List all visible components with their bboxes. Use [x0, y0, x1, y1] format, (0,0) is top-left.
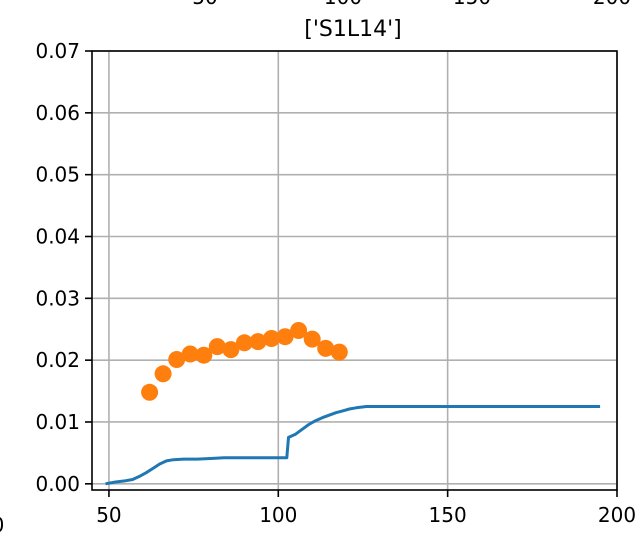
scatter-point-6: [222, 341, 240, 359]
y-tick-label-1: 0.01: [35, 410, 80, 434]
x-tick-label-3: 200: [598, 503, 636, 527]
x-axis-ticks: 50 100 150 200: [96, 490, 636, 527]
scatter-point-3: [181, 345, 199, 363]
scatter-point-5: [208, 338, 226, 356]
y-tick-label-3: 0.03: [35, 286, 80, 310]
scatter-point-7: [235, 334, 253, 352]
scatter-point-12: [303, 330, 321, 348]
x-tick-label-2: 150: [429, 503, 467, 527]
y-tick-label-6: 0.06: [35, 101, 80, 125]
y-tick-label-2: 0.02: [35, 348, 80, 372]
scatter-point-4: [195, 346, 213, 364]
scatter-point-1: [154, 365, 172, 383]
top-fragment-label-1: 50: [192, 0, 217, 9]
scatter-point-13: [317, 339, 335, 357]
top-fragment-label-2: 100: [324, 0, 362, 9]
series-line-0: [105, 405, 601, 486]
y-tick-label-4: 0.04: [35, 224, 80, 248]
chart-title: ['S1L14']: [304, 17, 401, 42]
axes-frame: [91, 50, 618, 491]
left-fragment-label: 0: [0, 513, 4, 536]
series-line-group: [105, 405, 601, 486]
top-fragment-label-3: 150: [453, 0, 491, 9]
x-tick-label-0: 50: [96, 503, 121, 527]
scatter-point-14: [330, 343, 348, 361]
scatter-point-10: [276, 328, 294, 346]
scatter-point-8: [249, 333, 267, 351]
grid: [92, 50, 618, 490]
scatter-point-2: [168, 351, 186, 368]
y-tick-label-5: 0.05: [35, 163, 80, 187]
scatter-point-0: [141, 383, 159, 401]
scatter-point-11: [290, 322, 308, 339]
top-fragment-label-4: 200: [593, 0, 631, 9]
y-tick-label-7: 0.07: [35, 39, 80, 63]
scatter-point-9: [263, 330, 280, 347]
axes-frame-rect: [91, 50, 618, 491]
series-scatter-group: [141, 322, 348, 401]
y-tick-label-0: 0.00: [35, 472, 80, 496]
y-axis-ticks: 0.00 0.01 0.02 0.03 0.04 0.05 0.06 0.07: [35, 39, 92, 496]
x-tick-label-1: 100: [259, 503, 297, 527]
